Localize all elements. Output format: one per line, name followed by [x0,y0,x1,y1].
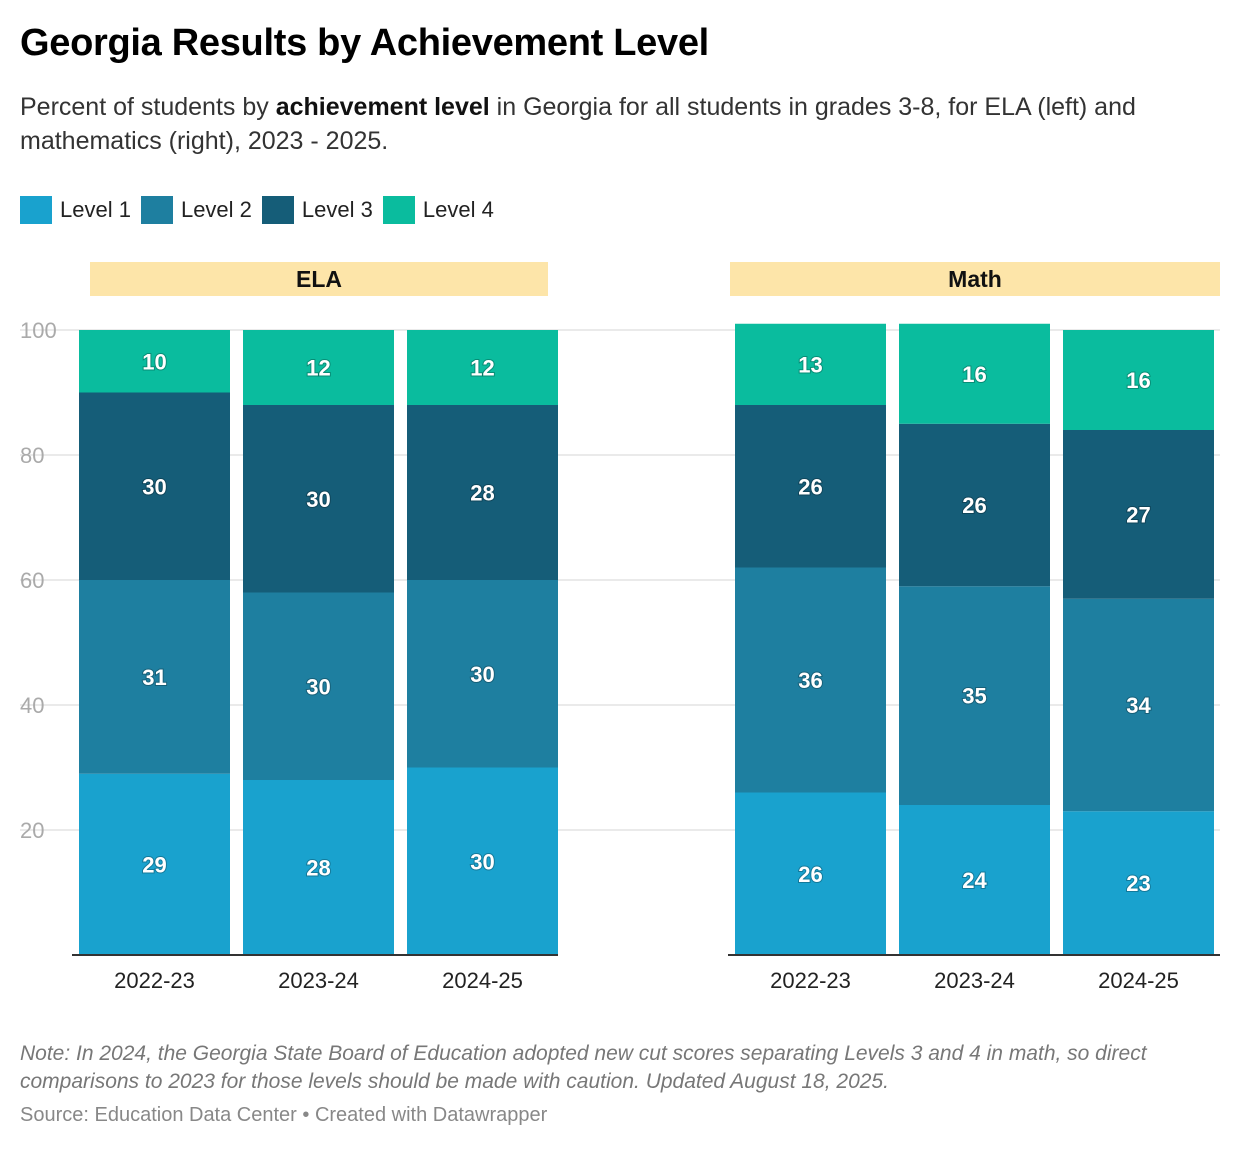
data-label-ela-2024-25-level-4: 12 [470,356,494,381]
legend-label-level-1: Level 1 [60,197,131,222]
data-label-ela-2024-25-level-2: 30 [470,662,494,687]
y-tick-label-20: 20 [20,818,44,843]
legend-swatch-level-3 [261,196,294,224]
legend-label-level-4: Level 4 [422,197,494,222]
x-tick-label-math-2023-24: 2023-24 [934,968,1015,993]
bar-ela-2024-25-level-2 [407,580,558,768]
y-tick-label-80: 80 [20,443,44,468]
bar-math-2024-25-level-4 [1063,330,1214,430]
bar-ela-2023-24-level-2 [243,592,394,780]
legend-label-level-3: Level 3 [301,197,373,222]
bar-ela-2024-25-level-1 [407,767,558,955]
bar-math-2022-23-level-4 [735,323,886,405]
subtitle-text-bold: achievement level [275,93,490,121]
data-label-ela-2022-23-level-3: 30 [142,474,166,499]
legend-item-level-4: Level 4 [382,196,494,224]
bar-math-2022-23-level-1 [735,792,886,955]
stacked-bar-chart: 20 40 60 80 100 ELA 29 31 30 10 2022-23 28 30 30 12 202… [20,262,1220,993]
x-tick-label-ela-2022-23: 2022-23 [114,968,195,993]
data-label-math-2024-25-level-1: 23 [1126,871,1150,896]
data-label-ela-2022-23-level-2: 31 [142,665,166,690]
bar-math-2024-25-level-2 [1063,598,1214,812]
x-tick-label-ela-2023-24: 2023-24 [278,968,359,993]
legend-swatch-level-4 [382,196,415,224]
chart-source: Source: Education Data Center • Created … [20,1104,548,1126]
panel-header-ela [90,262,548,296]
data-label-ela-2023-24-level-1: 28 [306,856,330,881]
legend-item-level-2: Level 2 [140,196,252,224]
legend-swatch-level-1 [20,196,52,224]
data-label-math-2023-24-level-3: 26 [962,493,986,518]
bar-ela-2022-23-level-1 [79,773,230,955]
data-label-math-2023-24-level-4: 16 [962,362,986,387]
data-label-math-2024-25-level-3: 27 [1126,502,1150,527]
bar-math-2023-24-level-4 [899,323,1050,424]
chart-note: Note: In 2024, the Georgia State Board o… [20,1042,1147,1093]
data-label-ela-2023-24-level-2: 30 [306,674,330,699]
data-label-ela-2024-25-level-1: 30 [470,849,494,874]
bar-ela-2022-23-level-4 [79,330,230,393]
legend-item-level-3: Level 3 [261,196,373,224]
x-tick-label-math-2022-23: 2022-23 [770,968,851,993]
bar-ela-2024-25-level-4 [407,330,558,405]
bar-math-2022-23-level-3 [735,405,886,568]
data-label-ela-2022-23-level-1: 29 [142,852,166,877]
data-label-math-2023-24-level-1: 24 [962,868,987,893]
chart-title: Georgia Results by Achievement Level [20,22,709,64]
y-tick-label-40: 40 [20,693,44,718]
y-tick-label-60: 60 [20,568,44,593]
bar-math-2024-25-level-3 [1063,430,1214,599]
subtitle-text-before: Percent of students by [20,93,276,121]
x-tick-label-math-2024-25: 2024-25 [1098,968,1179,993]
panel-title-math: Math [948,266,1002,292]
data-label-math-2024-25-level-4: 16 [1126,368,1150,393]
panel-title-ela: ELA [296,266,342,292]
bar-math-2023-24-level-1 [899,805,1050,955]
x-tick-label-ela-2024-25: 2024-25 [442,968,523,993]
data-label-math-2022-23-level-3: 26 [798,474,822,499]
bar-ela-2024-25-level-3 [407,405,558,580]
bar-ela-2023-24-level-1 [243,780,394,955]
data-label-math-2022-23-level-1: 26 [798,862,822,887]
bar-ela-2023-24-level-3 [243,405,394,593]
data-label-ela-2023-24-level-4: 12 [306,356,330,381]
data-label-ela-2022-23-level-4: 10 [142,349,166,374]
legend-swatch-level-2 [140,196,173,224]
data-label-math-2023-24-level-2: 35 [962,684,986,709]
bar-math-2023-24-level-2 [899,586,1050,805]
data-label-math-2022-23-level-4: 13 [798,352,822,377]
bar-ela-2022-23-level-2 [79,580,230,774]
chart-subtitle: Percent of students by achievement level… [20,90,1220,158]
bar-math-2023-24-level-3 [899,423,1050,587]
bar-math-2024-25-level-1 [1063,811,1214,955]
bar-math-2022-23-level-2 [735,567,886,793]
y-tick-label-100: 100 [20,318,57,343]
data-label-ela-2024-25-level-3: 28 [470,481,494,506]
data-label-ela-2023-24-level-3: 30 [306,487,330,512]
bar-ela-2022-23-level-3 [79,392,230,580]
chart-legend: Level 1 Level 2 Level 3 Level 4 [20,194,504,226]
bar-ela-2023-24-level-4 [243,330,394,405]
subtitle-text-after: in Georgia for all students in grades 3-… [20,93,1136,155]
panel-header-math [730,262,1220,296]
data-label-math-2022-23-level-2: 36 [798,668,822,693]
legend-item-level-1: Level 1 [20,196,131,224]
legend-label-level-2: Level 2 [180,197,252,222]
data-label-math-2024-25-level-2: 34 [1126,693,1151,718]
